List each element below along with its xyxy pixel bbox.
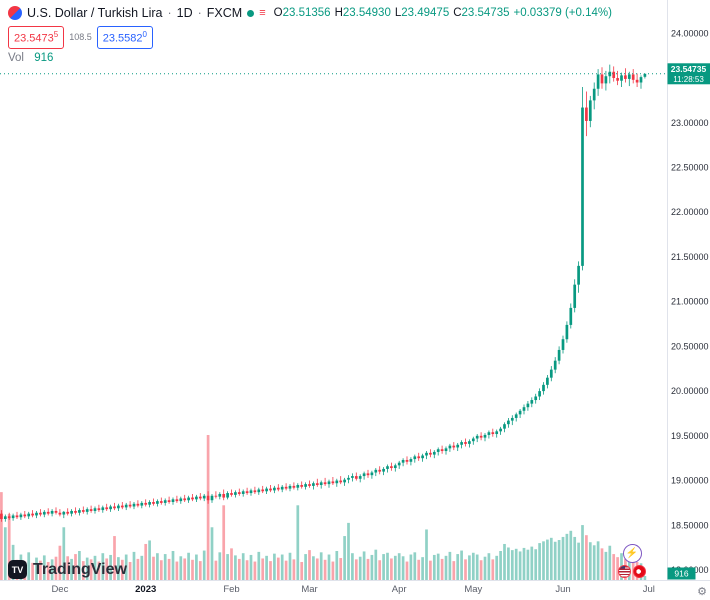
tradingview-logo[interactable]: TV TradingView xyxy=(8,560,127,579)
spread-value: 108.5 xyxy=(69,32,92,43)
svg-text:May: May xyxy=(464,584,482,595)
high-label: H xyxy=(334,7,343,19)
svg-text:18.50000: 18.50000 xyxy=(671,520,709,530)
svg-text:Dec: Dec xyxy=(51,584,68,595)
svg-text:Jul: Jul xyxy=(643,584,655,595)
svg-text:20.50000: 20.50000 xyxy=(671,341,709,351)
tradingview-logo-icon: TV xyxy=(8,560,27,579)
svg-text:916: 916 xyxy=(674,569,688,579)
open-label: O xyxy=(273,7,283,19)
exchange-label[interactable]: FXCM xyxy=(206,6,243,20)
timeframe-label[interactable]: 1D xyxy=(176,6,193,20)
symbol-logo-icon xyxy=(8,6,22,20)
volume-bars xyxy=(0,435,647,580)
legend-separator: · xyxy=(197,6,202,20)
volume-value: 916 xyxy=(34,52,54,64)
svg-text:23.54735: 23.54735 xyxy=(671,64,707,74)
svg-text:Mar: Mar xyxy=(301,584,317,595)
svg-text:21.50000: 21.50000 xyxy=(671,252,709,262)
bid-ask-row: 23.54735 108.5 23.55820 xyxy=(8,26,153,49)
current-volume-label: 916 xyxy=(667,567,696,580)
svg-text:21.00000: 21.00000 xyxy=(671,297,709,307)
boost-lightning-icon[interactable]: ⚡ xyxy=(622,544,642,563)
market-open-dot-icon[interactable] xyxy=(247,9,255,17)
volume-label[interactable]: Vol xyxy=(8,52,24,64)
bid-button[interactable]: 23.54735 xyxy=(8,26,65,49)
ohlc-readout: O23.51356 H23.54930 L23.49475 C23.54735 … xyxy=(274,7,612,19)
open-value: 23.51356 xyxy=(282,7,331,19)
symbol-title[interactable]: U.S. Dollar / Turkish Lira xyxy=(27,6,163,20)
volume-legend: Vol 916 xyxy=(8,52,53,64)
time-axis[interactable]: Dec 2023 Feb Mar Apr May Jun Jul xyxy=(51,584,654,595)
chart-legend: U.S. Dollar / Turkish Lira · 1D · FXCM ≡… xyxy=(8,6,612,20)
svg-text:2023: 2023 xyxy=(135,584,156,595)
svg-text:Feb: Feb xyxy=(223,584,239,595)
high-value: 23.54930 xyxy=(342,7,391,19)
candles xyxy=(0,64,647,522)
svg-text:19.50000: 19.50000 xyxy=(671,431,709,441)
svg-text:23.00000: 23.00000 xyxy=(671,118,709,128)
symbol-pair-flags[interactable] xyxy=(618,565,646,578)
time-axis-settings-gear-icon[interactable]: ⚙ xyxy=(697,586,707,598)
svg-text:11:28:53: 11:28:53 xyxy=(673,75,704,84)
close-label: C xyxy=(453,7,462,19)
svg-text:24.00000: 24.00000 xyxy=(671,28,709,38)
axis-lines xyxy=(0,0,710,581)
alert-list-icon[interactable]: ≡ xyxy=(259,6,266,19)
usd-flag-icon xyxy=(618,565,631,578)
tradingview-logo-text: TradingView xyxy=(33,560,127,578)
svg-text:20.00000: 20.00000 xyxy=(671,386,709,396)
legend-separator: · xyxy=(167,6,172,20)
svg-text:Jun: Jun xyxy=(555,584,570,595)
chart-floating-icons: ⚡ xyxy=(612,544,652,578)
svg-text:Apr: Apr xyxy=(392,584,407,595)
low-value: 23.49475 xyxy=(401,7,450,19)
price-axis[interactable]: 24.00000 23.00000 22.50000 22.00000 21.50000… xyxy=(671,28,709,575)
try-flag-icon xyxy=(633,565,646,578)
close-value: 23.54735 xyxy=(461,7,510,19)
change-value: +0.03379 (+0.14%) xyxy=(513,7,612,19)
svg-text:22.00000: 22.00000 xyxy=(671,207,709,217)
low-label: L xyxy=(394,7,402,19)
svg-text:22.50000: 22.50000 xyxy=(671,162,709,172)
ask-button[interactable]: 23.55820 xyxy=(96,26,153,49)
svg-text:19.00000: 19.00000 xyxy=(671,476,709,486)
